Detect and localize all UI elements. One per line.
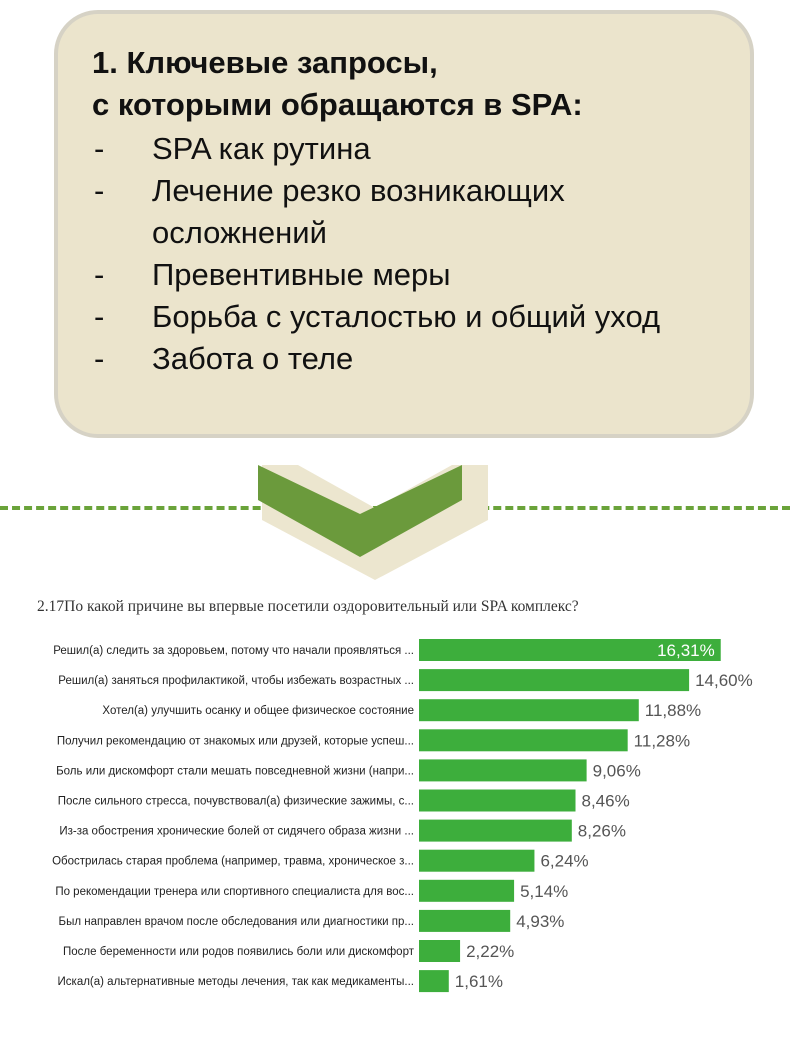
callout-list-item: - SPA как рутина bbox=[92, 128, 722, 170]
category-label: После беременности или родов появились б… bbox=[63, 946, 415, 958]
callout-list-item: - Превентивные меры bbox=[92, 254, 722, 296]
category-label: Боль или дискомфорт стали мешать повседн… bbox=[56, 765, 414, 777]
callout-list-item: - Лечение резко возникающих осложнений bbox=[92, 170, 722, 254]
list-dash: - bbox=[94, 173, 105, 208]
bar bbox=[419, 909, 511, 932]
chevron-front-shape bbox=[258, 465, 462, 557]
category-label: Хотел(а) улучшить осанку и общее физичес… bbox=[102, 705, 414, 717]
list-item-text: Забота о теле bbox=[152, 341, 354, 376]
value-label: 4,93% bbox=[516, 912, 564, 931]
category-label: Был направлен врачом после обследования … bbox=[59, 916, 414, 928]
value-label: 2,22% bbox=[466, 942, 514, 961]
list-item-text: Превентивные меры bbox=[152, 257, 451, 292]
value-label: 8,26% bbox=[578, 822, 626, 841]
category-label: Обострилась старая проблема (например, т… bbox=[52, 856, 414, 868]
callout-list: - SPA как рутина - Лечение резко возникающ… bbox=[92, 128, 750, 380]
bar bbox=[419, 669, 690, 692]
category-label: Решил(а) заняться профилактикой, чтобы и… bbox=[58, 675, 414, 687]
bar bbox=[419, 639, 721, 661]
survey-question-title: 2.17По какой причине вы впервые посетили… bbox=[37, 598, 579, 615]
key-requests-callout: 1. Ключевые запросы, с которыми обращают… bbox=[54, 10, 754, 438]
value-label: 1,61% bbox=[455, 972, 503, 991]
bar bbox=[419, 879, 515, 902]
bar bbox=[419, 970, 449, 993]
value-label: 11,28% bbox=[634, 731, 690, 750]
chevron-back-shape bbox=[262, 465, 488, 580]
value-label: 8,46% bbox=[582, 792, 630, 811]
list-dash: - bbox=[94, 341, 105, 376]
category-label: По рекомендации тренера или спортивного … bbox=[55, 886, 414, 898]
callout-list-item: - Забота о теле bbox=[92, 338, 722, 380]
category-label: Решил(а) следить за здоровьем, потому чт… bbox=[53, 645, 414, 657]
callout-title-line-1: 1. Ключевые запросы, bbox=[92, 45, 438, 80]
list-dash: - bbox=[94, 299, 105, 334]
survey-bar-chart: Решил(а) следить за здоровьем, потому чт… bbox=[52, 639, 753, 993]
bar bbox=[419, 819, 572, 842]
list-item-text: Борьба с усталостью и общий уход bbox=[152, 299, 661, 334]
list-item-text: Лечение резко возникающих осложнений bbox=[152, 173, 565, 250]
list-dash: - bbox=[94, 257, 105, 292]
category-label: Получил рекомендацию от знакомых или дру… bbox=[57, 735, 414, 747]
value-label: 6,24% bbox=[540, 852, 588, 871]
callout-list-item: - Борьба с усталостью и общий уход bbox=[92, 296, 722, 338]
bar bbox=[419, 849, 535, 872]
value-label: 11,88% bbox=[645, 701, 701, 720]
category-label: Из-за обострения хронические болей от си… bbox=[59, 826, 414, 838]
list-dash: - bbox=[94, 131, 105, 166]
bar bbox=[419, 759, 587, 782]
category-label: После сильного стресса, почувствовал(а) … bbox=[58, 796, 414, 808]
bar bbox=[419, 699, 639, 722]
list-item-text: SPA как рутина bbox=[152, 131, 371, 166]
value-label: 5,14% bbox=[520, 882, 568, 901]
dashed-divider bbox=[0, 506, 790, 510]
bar bbox=[419, 940, 461, 962]
bar bbox=[419, 729, 628, 752]
value-label: 14,60% bbox=[695, 671, 753, 690]
callout-title-line-2: с которыми обращаются в SPA: bbox=[92, 87, 583, 122]
bar bbox=[419, 789, 576, 812]
category-label: Искал(а) альтернативные методы лечения, … bbox=[58, 976, 414, 988]
callout-title: 1. Ключевые запросы, с которыми обращают… bbox=[92, 42, 750, 126]
value-label: 16,31% bbox=[657, 641, 715, 660]
value-label: 9,06% bbox=[593, 761, 641, 780]
